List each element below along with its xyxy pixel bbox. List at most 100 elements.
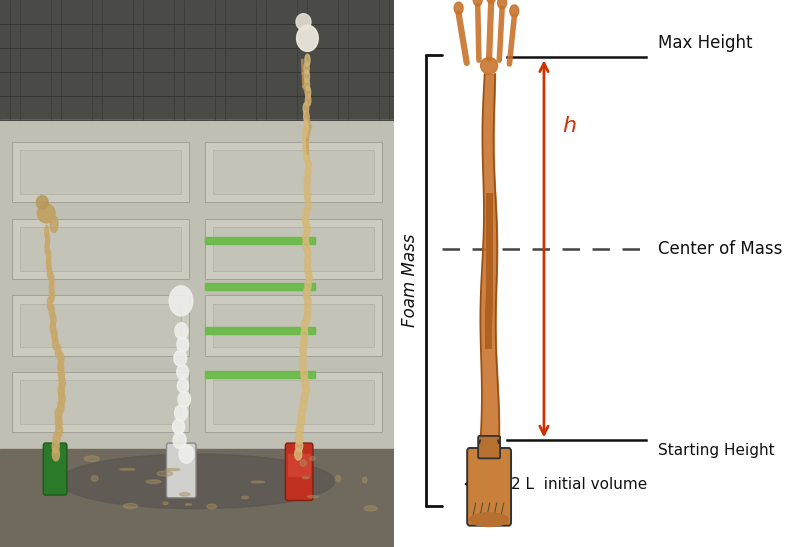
Text: Center of Mass: Center of Mass [658, 240, 782, 258]
Ellipse shape [306, 94, 310, 106]
Ellipse shape [120, 469, 135, 470]
Ellipse shape [303, 383, 310, 395]
Ellipse shape [50, 305, 54, 318]
Ellipse shape [59, 454, 334, 509]
Ellipse shape [306, 271, 312, 283]
Ellipse shape [46, 249, 51, 263]
Ellipse shape [454, 2, 463, 14]
Ellipse shape [294, 448, 302, 460]
Ellipse shape [56, 423, 62, 437]
FancyBboxPatch shape [12, 142, 189, 202]
Ellipse shape [51, 312, 56, 326]
Ellipse shape [302, 319, 308, 331]
Ellipse shape [300, 352, 306, 364]
Ellipse shape [173, 419, 185, 434]
Ellipse shape [59, 392, 65, 405]
Ellipse shape [177, 337, 189, 352]
Ellipse shape [84, 456, 99, 462]
Ellipse shape [55, 344, 61, 358]
FancyBboxPatch shape [286, 443, 313, 501]
Ellipse shape [486, 0, 496, 3]
Ellipse shape [242, 496, 249, 499]
Bar [205, 283, 315, 290]
Ellipse shape [364, 505, 377, 511]
Ellipse shape [300, 344, 306, 356]
Ellipse shape [362, 477, 367, 483]
Ellipse shape [304, 150, 310, 162]
Ellipse shape [300, 400, 307, 412]
Text: h: h [562, 116, 576, 136]
Ellipse shape [304, 311, 310, 323]
FancyBboxPatch shape [478, 436, 500, 458]
Bar [205, 237, 315, 244]
Ellipse shape [305, 263, 311, 275]
Ellipse shape [302, 477, 310, 479]
Ellipse shape [58, 368, 64, 382]
FancyBboxPatch shape [213, 150, 374, 194]
Ellipse shape [304, 70, 310, 82]
Ellipse shape [305, 255, 310, 267]
Bar [205, 371, 315, 378]
Ellipse shape [45, 225, 49, 239]
Ellipse shape [305, 247, 311, 259]
Ellipse shape [45, 241, 49, 255]
Ellipse shape [298, 416, 305, 428]
Ellipse shape [297, 25, 318, 51]
Ellipse shape [305, 279, 311, 291]
Ellipse shape [296, 14, 311, 30]
Ellipse shape [207, 504, 217, 509]
Ellipse shape [186, 504, 191, 505]
Ellipse shape [179, 445, 194, 463]
Ellipse shape [177, 364, 189, 380]
Ellipse shape [306, 86, 310, 98]
Ellipse shape [304, 119, 310, 131]
Bar [288, 454, 310, 476]
Ellipse shape [305, 167, 310, 179]
Ellipse shape [36, 196, 48, 209]
Ellipse shape [50, 281, 54, 294]
Ellipse shape [55, 408, 62, 421]
Ellipse shape [50, 321, 55, 334]
Ellipse shape [178, 379, 189, 393]
Ellipse shape [251, 481, 265, 483]
Ellipse shape [305, 295, 311, 307]
Ellipse shape [303, 102, 309, 114]
Ellipse shape [298, 408, 306, 420]
Text: Max Height: Max Height [658, 34, 752, 52]
Ellipse shape [306, 199, 311, 211]
Ellipse shape [301, 368, 307, 380]
Text: Starting Height: Starting Height [658, 443, 774, 458]
Ellipse shape [305, 304, 311, 316]
FancyBboxPatch shape [205, 219, 382, 279]
Text: Foam Mass: Foam Mass [401, 234, 419, 327]
FancyBboxPatch shape [213, 380, 374, 424]
FancyBboxPatch shape [205, 142, 382, 202]
Ellipse shape [59, 376, 65, 389]
Ellipse shape [303, 135, 309, 147]
Ellipse shape [173, 432, 186, 449]
Bar [0, 120, 394, 449]
Ellipse shape [296, 424, 303, 436]
Ellipse shape [302, 376, 308, 388]
Ellipse shape [304, 183, 310, 195]
Ellipse shape [58, 384, 64, 398]
Ellipse shape [50, 216, 58, 232]
Ellipse shape [299, 359, 306, 371]
Ellipse shape [310, 457, 315, 461]
Ellipse shape [54, 432, 60, 445]
Ellipse shape [146, 480, 161, 484]
Ellipse shape [303, 239, 309, 251]
Ellipse shape [174, 405, 187, 421]
Ellipse shape [474, 0, 482, 6]
Ellipse shape [46, 233, 50, 247]
Ellipse shape [296, 440, 302, 452]
Ellipse shape [175, 323, 188, 339]
Ellipse shape [174, 350, 186, 366]
Ellipse shape [52, 447, 59, 461]
FancyBboxPatch shape [205, 295, 382, 356]
Ellipse shape [47, 296, 52, 310]
Ellipse shape [296, 432, 302, 444]
Ellipse shape [302, 231, 309, 243]
Ellipse shape [58, 360, 63, 374]
FancyBboxPatch shape [467, 448, 511, 526]
